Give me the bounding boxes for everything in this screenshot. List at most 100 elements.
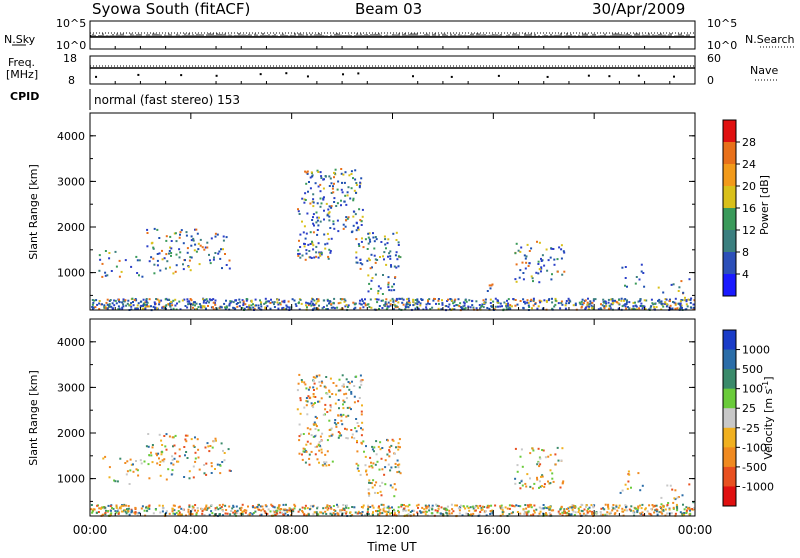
- range-gate-cell: [186, 434, 189, 437]
- range-gate-cell: [388, 455, 391, 458]
- range-gate-cell: [211, 306, 214, 309]
- range-gate-cell: [239, 301, 242, 304]
- range-gate-cell: [496, 299, 499, 302]
- range-gate-cell: [559, 307, 562, 310]
- range-gate-cell: [296, 389, 299, 392]
- range-gate-cell: [189, 269, 192, 272]
- range-gate-cell: [115, 505, 118, 508]
- range-gate-cell: [681, 494, 684, 497]
- range-gate-cell: [261, 505, 264, 508]
- range-gate-cell: [312, 201, 315, 204]
- range-gate-cell: [183, 298, 186, 301]
- range-gate-cell: [631, 307, 634, 310]
- range-gate-cell: [218, 250, 221, 253]
- range-gate-cell: [401, 301, 404, 304]
- range-gate-cell: [353, 506, 356, 509]
- range-gate-cell: [222, 235, 225, 238]
- range-gate-cell: [342, 383, 345, 386]
- range-gate-cell: [634, 301, 636, 304]
- range-gate-cell: [188, 505, 191, 508]
- range-gate-cell: [339, 389, 342, 392]
- range-gate-cell: [380, 457, 383, 460]
- range-gate-cell: [451, 307, 454, 310]
- range-gate-cell: [301, 506, 304, 509]
- range-gate-cell: [257, 307, 260, 309]
- range-gate-cell: [178, 513, 181, 516]
- range-gate-cell: [165, 304, 168, 307]
- range-gate-cell: [192, 506, 195, 509]
- range-gate-cell: [585, 306, 587, 309]
- range-gate-cell: [347, 216, 350, 219]
- range-gate-cell: [673, 301, 676, 304]
- range-gate-cell: [585, 505, 587, 508]
- range-gate-cell: [300, 379, 303, 381]
- range-gate-cell: [221, 503, 224, 506]
- range-gate-cell: [123, 300, 126, 303]
- range-gate-cell: [528, 505, 531, 508]
- range-gate-cell: [368, 479, 371, 482]
- range-gate-cell: [540, 270, 542, 273]
- range-gate-cell: [152, 305, 155, 308]
- range-gate-cell: [168, 250, 171, 252]
- range-gate-cell: [466, 505, 469, 508]
- range-gate-cell: [561, 303, 564, 306]
- range-gate-cell: [379, 256, 381, 258]
- range-gate-cell: [396, 459, 399, 462]
- range-gate-cell: [385, 510, 388, 513]
- range-gate-cell: [360, 383, 363, 386]
- range-gate-cell: [179, 308, 182, 311]
- range-gate-cell: [402, 509, 405, 512]
- range-gate-cell: [214, 252, 217, 254]
- range-gate-cell: [551, 297, 553, 300]
- range-gate-cell: [135, 299, 138, 302]
- range-gate-cell: [303, 450, 306, 453]
- range-gate-cell: [205, 473, 208, 476]
- y-tick-label: 4000: [57, 130, 85, 143]
- range-gate-cell: [294, 303, 297, 306]
- range-gate-cell: [558, 246, 561, 249]
- range-gate-cell: [330, 306, 333, 309]
- range-gate-cell: [352, 224, 355, 227]
- range-gate-cell: [178, 300, 181, 303]
- range-gate-cell: [336, 505, 339, 508]
- range-gate-cell: [378, 307, 380, 310]
- range-gate-cell: [304, 192, 307, 195]
- range-gate-cell: [121, 301, 124, 304]
- range-gate-cell: [273, 301, 276, 304]
- range-gate-cell: [688, 507, 691, 510]
- range-gate-cell: [386, 306, 389, 309]
- range-gate-cell: [329, 409, 332, 412]
- range-gate-cell: [345, 378, 348, 381]
- range-gate-cell: [523, 254, 526, 257]
- range-gate-cell: [524, 257, 527, 260]
- range-gate-cell: [372, 236, 375, 239]
- range-gate-cell: [252, 303, 254, 306]
- range-gate-cell: [301, 254, 304, 257]
- nsky-tick-bottom: 10^0: [56, 39, 86, 52]
- range-gate-cell: [519, 455, 522, 458]
- range-gate-cell: [228, 505, 231, 508]
- range-gate-cell: [335, 423, 338, 426]
- range-gate-cell: [252, 506, 255, 509]
- range-gate-cell: [489, 510, 492, 512]
- range-gate-cell: [560, 459, 563, 462]
- range-gate-cell: [169, 246, 172, 249]
- range-gate-cell: [351, 506, 354, 508]
- freq-dip-mark: [450, 75, 453, 78]
- range-gate-cell: [529, 477, 531, 480]
- range-gate-cell: [648, 504, 651, 507]
- station-title: Syowa South (fitACF): [92, 0, 250, 18]
- range-gate-cell: [300, 302, 303, 305]
- range-gate-cell: [182, 268, 185, 271]
- range-gate-cell: [689, 512, 692, 515]
- range-gate-cell: [690, 297, 693, 300]
- range-gate-cell: [102, 506, 105, 509]
- range-gate-cell: [311, 174, 314, 177]
- range-gate-cell: [499, 305, 502, 308]
- range-gate-cell: [451, 508, 454, 511]
- range-gate-cell: [352, 301, 355, 304]
- range-gate-cell: [390, 264, 392, 267]
- range-gate-cell: [309, 428, 312, 431]
- range-gate-cell: [360, 303, 363, 306]
- range-gate-cell: [328, 464, 331, 467]
